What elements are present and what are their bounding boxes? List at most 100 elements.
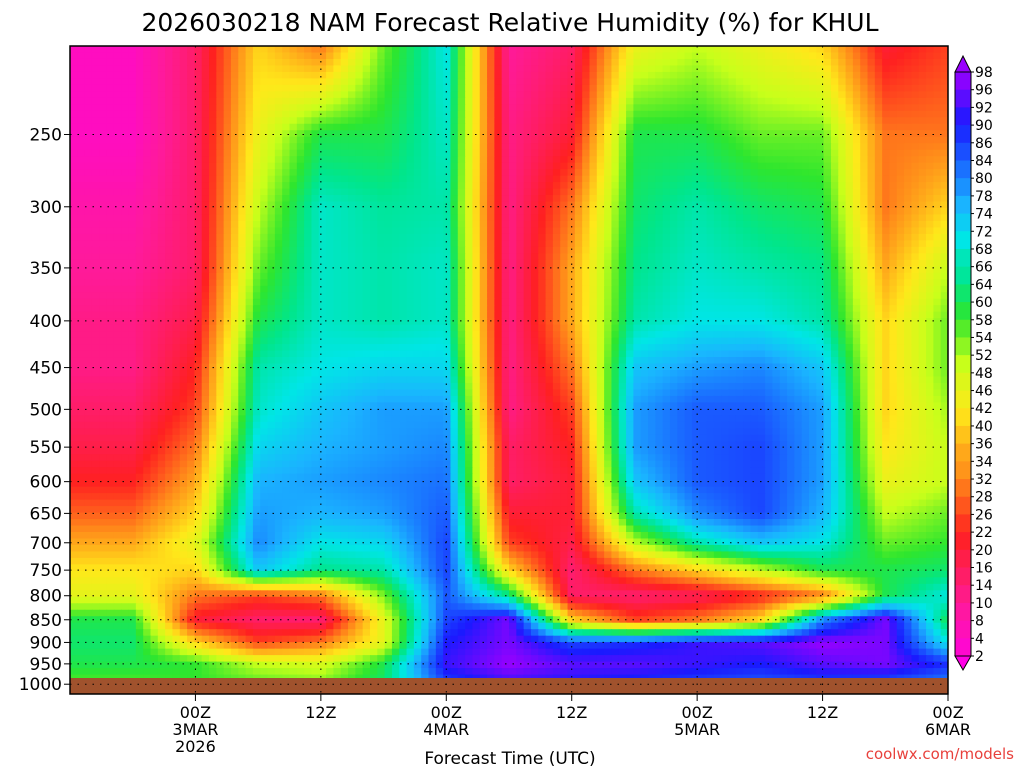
- heatmap-cell: [618, 240, 627, 248]
- heatmap-cell: [611, 130, 620, 138]
- heatmap-cell: [355, 266, 364, 274]
- heatmap-cell: [618, 285, 627, 293]
- heatmap-cell: [669, 58, 678, 67]
- heatmap-cell: [750, 259, 759, 267]
- heatmap-cell: [633, 182, 642, 190]
- heatmap-cell: [348, 214, 356, 222]
- heatmap-cell: [530, 208, 539, 216]
- heatmap-cell: [201, 169, 210, 177]
- heatmap-cell: [713, 162, 722, 170]
- heatmap-cell: [552, 195, 561, 203]
- heatmap-cell: [77, 156, 86, 164]
- heatmap-cell: [926, 78, 934, 86]
- heatmap-cell: [421, 110, 430, 118]
- heatmap-cell: [128, 292, 137, 300]
- heatmap-cell: [143, 246, 152, 254]
- heatmap-cell: [611, 175, 620, 183]
- heatmap-cell: [618, 214, 627, 222]
- heatmap-cell: [84, 279, 93, 287]
- heatmap-cell: [209, 136, 217, 144]
- heatmap-cell: [940, 266, 948, 274]
- heatmap-cell: [311, 149, 320, 157]
- heatmap-cell: [684, 117, 693, 125]
- heatmap-cell: [172, 130, 181, 138]
- heatmap-cell: [457, 78, 466, 86]
- heatmap-cell: [816, 195, 825, 203]
- heatmap-cell: [772, 52, 781, 60]
- heatmap-cell: [633, 84, 642, 92]
- heatmap-cell: [472, 52, 481, 60]
- heatmap-cell: [560, 266, 569, 274]
- heatmap-cell: [516, 220, 525, 229]
- heatmap-cell: [369, 195, 378, 203]
- heatmap-cell: [691, 104, 700, 112]
- heatmap-cell: [509, 182, 517, 190]
- heatmap-cell: [604, 58, 613, 67]
- heatmap-cell: [838, 201, 847, 209]
- heatmap-cell: [399, 143, 408, 151]
- heatmap-cell: [443, 220, 452, 229]
- heatmap-cell: [918, 136, 927, 144]
- heatmap-cell: [655, 240, 664, 248]
- heatmap-cell: [348, 52, 356, 60]
- heatmap-cell: [772, 136, 781, 144]
- heatmap-cell: [428, 110, 437, 118]
- heatmap-cell: [150, 149, 159, 157]
- heatmap-cell: [282, 311, 291, 319]
- heatmap-cell: [604, 84, 613, 92]
- heatmap-cell: [172, 182, 181, 190]
- heatmap-cell: [384, 233, 393, 241]
- heatmap-cell: [377, 292, 386, 300]
- heatmap-cell: [223, 104, 232, 112]
- heatmap-cell: [252, 156, 261, 164]
- heatmap-cell: [626, 104, 634, 112]
- heatmap-cell: [611, 182, 620, 190]
- heatmap-cell: [457, 279, 466, 287]
- heatmap-cell: [838, 188, 847, 196]
- heatmap-cell: [238, 305, 247, 313]
- heatmap-cell: [640, 104, 649, 112]
- heatmap-cell: [179, 136, 188, 144]
- heatmap-cell: [750, 298, 759, 306]
- heatmap-cell: [172, 253, 181, 261]
- heatmap-cell: [289, 272, 298, 280]
- heatmap-cell: [662, 175, 671, 183]
- heatmap-cell: [472, 188, 481, 196]
- heatmap-cell: [530, 156, 539, 164]
- heatmap-cell: [801, 110, 810, 118]
- heatmap-cell: [896, 195, 905, 203]
- heatmap-cell: [384, 201, 393, 209]
- heatmap-cell: [84, 182, 93, 190]
- heatmap-cell: [574, 188, 583, 196]
- heatmap-cell: [509, 246, 517, 254]
- heatmap-cell: [230, 214, 239, 222]
- heatmap-cell: [582, 104, 591, 112]
- heatmap-cell: [713, 182, 722, 190]
- heatmap-cell: [874, 117, 883, 125]
- heatmap-cell: [735, 143, 744, 151]
- heatmap-cell: [604, 97, 613, 105]
- heatmap-cell: [516, 227, 525, 235]
- heatmap-cell: [852, 214, 861, 222]
- heatmap-cell: [333, 214, 342, 222]
- heatmap-cell: [545, 110, 554, 118]
- heatmap-cell: [574, 110, 583, 118]
- heatmap-cell: [201, 71, 210, 79]
- heatmap-cell: [633, 65, 642, 73]
- heatmap-cell: [304, 110, 313, 118]
- heatmap-cell: [772, 84, 781, 92]
- heatmap-cell: [874, 123, 883, 131]
- heatmap-cell: [874, 52, 883, 60]
- heatmap-cell: [260, 97, 269, 105]
- heatmap-cell: [567, 227, 576, 235]
- heatmap-cell: [699, 298, 708, 306]
- heatmap-cell: [260, 58, 269, 67]
- heatmap-cell: [874, 253, 883, 261]
- heatmap-cell: [845, 46, 854, 54]
- heatmap-cell: [296, 136, 305, 144]
- heatmap-cell: [830, 214, 839, 222]
- heatmap-cell: [201, 52, 210, 60]
- heatmap-cell: [84, 298, 93, 306]
- heatmap-cell: [574, 311, 583, 319]
- heatmap-cell: [128, 130, 137, 138]
